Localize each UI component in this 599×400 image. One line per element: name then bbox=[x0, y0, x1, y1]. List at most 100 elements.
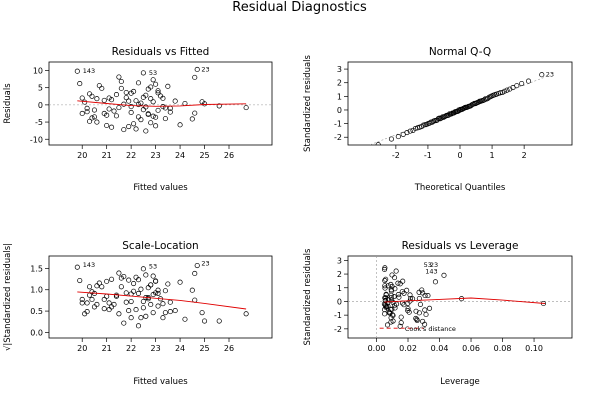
data-point bbox=[395, 134, 401, 140]
data-point bbox=[388, 281, 394, 288]
y-tick-label: 3 bbox=[337, 65, 342, 74]
data-point bbox=[121, 101, 127, 107]
data-point bbox=[148, 282, 154, 288]
data-point bbox=[121, 127, 127, 133]
data-point bbox=[382, 283, 388, 289]
y-tick-label: 1.0 bbox=[30, 286, 43, 295]
data-point bbox=[135, 323, 142, 329]
data-point bbox=[148, 96, 154, 102]
data-point bbox=[405, 308, 411, 314]
data-point bbox=[106, 106, 112, 112]
x-tick-label: 24 bbox=[175, 151, 185, 160]
data-point bbox=[104, 278, 110, 284]
data-point bbox=[145, 285, 151, 291]
data-point bbox=[94, 119, 100, 125]
data-point bbox=[387, 310, 393, 316]
panel-title: Scale-Location bbox=[122, 240, 198, 252]
x-tick-label: 20 bbox=[77, 344, 87, 353]
y-tick-label: 0 bbox=[337, 106, 342, 115]
point-label: 23 bbox=[201, 65, 209, 73]
y-tick-label: 2 bbox=[337, 79, 342, 88]
data-point bbox=[140, 305, 146, 311]
x-axis-label: Fitted values bbox=[133, 183, 188, 193]
data-point bbox=[419, 287, 425, 293]
data-point bbox=[126, 98, 132, 104]
data-point bbox=[84, 109, 90, 115]
data-point bbox=[167, 109, 173, 115]
data-point bbox=[216, 318, 222, 324]
plot-area bbox=[370, 72, 550, 145]
data-point bbox=[89, 296, 95, 303]
data-point bbox=[89, 93, 95, 99]
data-point bbox=[91, 107, 97, 113]
data-point bbox=[143, 104, 149, 110]
smooth-line bbox=[77, 291, 247, 310]
x-tick-label: 0 bbox=[457, 151, 462, 160]
point-label: 23 bbox=[430, 261, 438, 269]
x-tick-label: 21 bbox=[102, 344, 112, 353]
data-point bbox=[143, 128, 149, 134]
data-point bbox=[189, 287, 195, 293]
x-axis-label: Fitted values bbox=[133, 377, 188, 387]
data-point bbox=[128, 109, 134, 115]
x-tick-label: 26 bbox=[224, 151, 234, 160]
data-point bbox=[426, 305, 433, 311]
data-point bbox=[126, 277, 132, 283]
data-point bbox=[519, 80, 525, 87]
data-point bbox=[165, 83, 171, 89]
data-point bbox=[172, 308, 178, 314]
data-point bbox=[133, 307, 139, 313]
smooth-line bbox=[384, 297, 546, 304]
data-point bbox=[99, 85, 105, 91]
data-point bbox=[155, 88, 161, 94]
data-point bbox=[383, 276, 389, 282]
data-point bbox=[389, 272, 395, 278]
data-point bbox=[497, 90, 503, 96]
data-point bbox=[201, 101, 208, 107]
data-point bbox=[118, 85, 124, 91]
data-point bbox=[140, 266, 146, 272]
data-point bbox=[443, 113, 449, 119]
data-point bbox=[400, 278, 406, 284]
data-point bbox=[131, 88, 137, 95]
point-label: 143 bbox=[425, 267, 437, 275]
y-tick-label: 1 bbox=[337, 92, 342, 101]
data-point bbox=[423, 311, 429, 318]
data-point bbox=[382, 311, 388, 317]
data-point bbox=[393, 268, 399, 274]
panel-residuals-vs-leverage: Residuals vs Leverage Leverage Standardize… bbox=[303, 240, 573, 387]
data-point bbox=[392, 305, 398, 311]
y-tick-label: 10 bbox=[33, 67, 43, 76]
data-point bbox=[392, 286, 398, 292]
data-point bbox=[135, 80, 142, 86]
data-point bbox=[140, 70, 146, 76]
data-point bbox=[126, 123, 132, 130]
data-point bbox=[388, 136, 395, 142]
y-tick-label: 3 bbox=[337, 256, 342, 265]
plot-frame bbox=[347, 255, 573, 339]
data-point bbox=[94, 301, 100, 308]
data-point bbox=[77, 277, 83, 284]
data-point bbox=[128, 104, 134, 110]
data-point bbox=[392, 275, 398, 281]
data-point bbox=[162, 116, 168, 122]
data-point bbox=[96, 83, 102, 89]
plot-frame bbox=[48, 61, 273, 146]
data-point bbox=[86, 118, 93, 124]
y-axis-label: Standardized residuals bbox=[303, 54, 313, 151]
x-axis-label: Leverage bbox=[440, 377, 479, 387]
data-point bbox=[167, 299, 173, 305]
data-point bbox=[84, 309, 90, 315]
data-point bbox=[422, 122, 428, 128]
x-tick-label: 0.10 bbox=[525, 344, 543, 353]
data-point bbox=[391, 294, 397, 300]
data-point bbox=[407, 292, 413, 298]
data-point bbox=[243, 311, 249, 317]
x-tick-label: 0.06 bbox=[462, 344, 480, 353]
data-point bbox=[143, 313, 149, 319]
data-point bbox=[145, 111, 151, 117]
data-point bbox=[425, 293, 431, 299]
data-point bbox=[79, 110, 85, 117]
data-point bbox=[165, 281, 171, 287]
x-tick-label: 1 bbox=[490, 151, 495, 160]
